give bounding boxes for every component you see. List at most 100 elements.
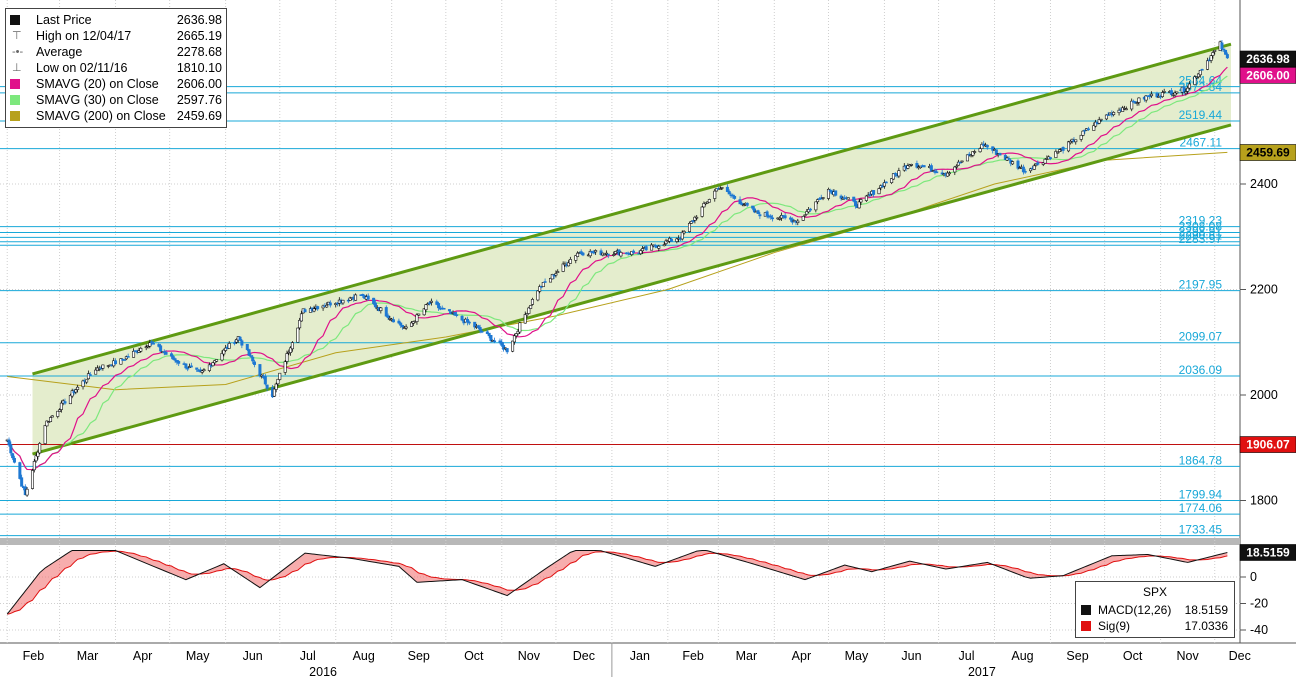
candle-body [1032, 165, 1036, 170]
x-tick-label: Sep [1066, 649, 1088, 663]
candle-body [312, 308, 316, 312]
candle-body [998, 152, 1002, 156]
legend-value-sma20: 2606.00 [176, 77, 222, 91]
candle-body [857, 201, 861, 209]
candle-body [639, 250, 643, 254]
x-tick-label: May [186, 649, 210, 663]
candle-body [144, 346, 148, 349]
candle-body [227, 343, 231, 349]
candle-body [1003, 154, 1007, 160]
candle-body [1112, 112, 1116, 115]
candle-body [252, 361, 256, 365]
candle-body [249, 355, 253, 357]
candle-body [778, 217, 782, 220]
x-tick-label: May [845, 649, 869, 663]
price-tag-bg [1239, 50, 1296, 68]
candle-body [641, 248, 645, 252]
price-tag: 1906.07 [1239, 436, 1296, 453]
candle-body [657, 245, 661, 249]
candle-body [742, 204, 746, 207]
candle-body [511, 340, 515, 352]
candle-body [20, 477, 24, 487]
candle-body [1222, 48, 1226, 51]
legend-value-average: 2278.68 [176, 45, 222, 59]
candle-body [1196, 73, 1200, 78]
candle-body [536, 290, 540, 301]
candle-body [290, 342, 294, 350]
legend-swatch-sma200 [10, 111, 20, 121]
candle-body [687, 222, 691, 232]
x-tick-label: Aug [1011, 649, 1033, 663]
high-marker-icon: ⊤ [12, 30, 22, 42]
signal-swatch [1081, 621, 1091, 631]
legend-label-last: Last Price [36, 13, 92, 27]
macd-line [6, 550, 1228, 615]
candle-body [1137, 97, 1141, 103]
candle-body [872, 190, 876, 195]
candle-body [695, 216, 699, 219]
x-tick-label: Apr [133, 649, 152, 663]
x-tick-label: Apr [792, 649, 811, 663]
x-tick-label: Feb [682, 649, 704, 663]
candle-body [514, 332, 518, 337]
candle-body [1200, 68, 1204, 71]
candle-body [814, 201, 818, 211]
candle-body [632, 250, 636, 253]
price-tag-text: 2636.98 [1246, 52, 1290, 66]
price-tag-bg [1239, 436, 1296, 453]
x-tick-label: Jun [901, 649, 921, 663]
candle-body [258, 364, 262, 376]
candle-body [1130, 100, 1134, 110]
candle-body [328, 302, 332, 306]
candle-body [1124, 108, 1128, 111]
sma30-line [6, 75, 1228, 471]
candle-body [796, 220, 800, 223]
candle-body [195, 367, 199, 370]
candle-body [650, 244, 654, 251]
x-tick-label: Aug [353, 649, 375, 663]
legend-label-average: Average [36, 45, 83, 59]
candle-body [1160, 92, 1164, 97]
candle-body [516, 330, 520, 335]
low-marker-icon: ⊥ [12, 62, 22, 74]
candle-body [675, 238, 679, 242]
candle-body [373, 302, 377, 308]
x-tick-label: Dec [573, 649, 595, 663]
candle-body [1187, 83, 1191, 89]
candle-body [980, 144, 984, 149]
x-tick-label: Oct [464, 649, 484, 663]
candle-body [523, 314, 527, 324]
candle-body [186, 367, 190, 370]
candle-body [1043, 158, 1047, 164]
candle-body [498, 340, 502, 343]
candle-body [85, 379, 89, 383]
x-tick-label: Nov [1177, 649, 1200, 663]
candle-body [1224, 49, 1228, 55]
candles-group [5, 39, 1229, 497]
candle-body [442, 307, 446, 310]
candle-body [568, 259, 572, 264]
candle-body [151, 342, 155, 345]
candle-body [854, 200, 858, 207]
candle-body [415, 314, 419, 322]
macd-panel-bg [0, 545, 1240, 643]
candle-body [34, 455, 38, 462]
candle-body [826, 189, 830, 199]
price-tag-text: 2606.00 [1246, 68, 1290, 82]
candle-body [512, 335, 516, 343]
candle-body [480, 330, 484, 333]
candle-body [215, 359, 219, 362]
x-tick-label: Jul [300, 649, 316, 663]
candle-body [946, 172, 950, 177]
signal-legend-row: Sig(9) 17.0336 [1076, 618, 1234, 634]
macd-legend: SPX MACD(12,26) 18.5159 Sig(9) 17.0336 [1075, 581, 1235, 638]
level-label: 1864.78 [1179, 453, 1223, 467]
legend-value-last: 2636.98 [176, 13, 222, 27]
candle-body [731, 194, 735, 197]
candle-body [240, 340, 244, 346]
candle-body [1193, 76, 1197, 85]
candle-body [422, 308, 426, 316]
candle-body [839, 195, 843, 199]
candle-body [527, 307, 531, 314]
candle-body [702, 202, 706, 208]
